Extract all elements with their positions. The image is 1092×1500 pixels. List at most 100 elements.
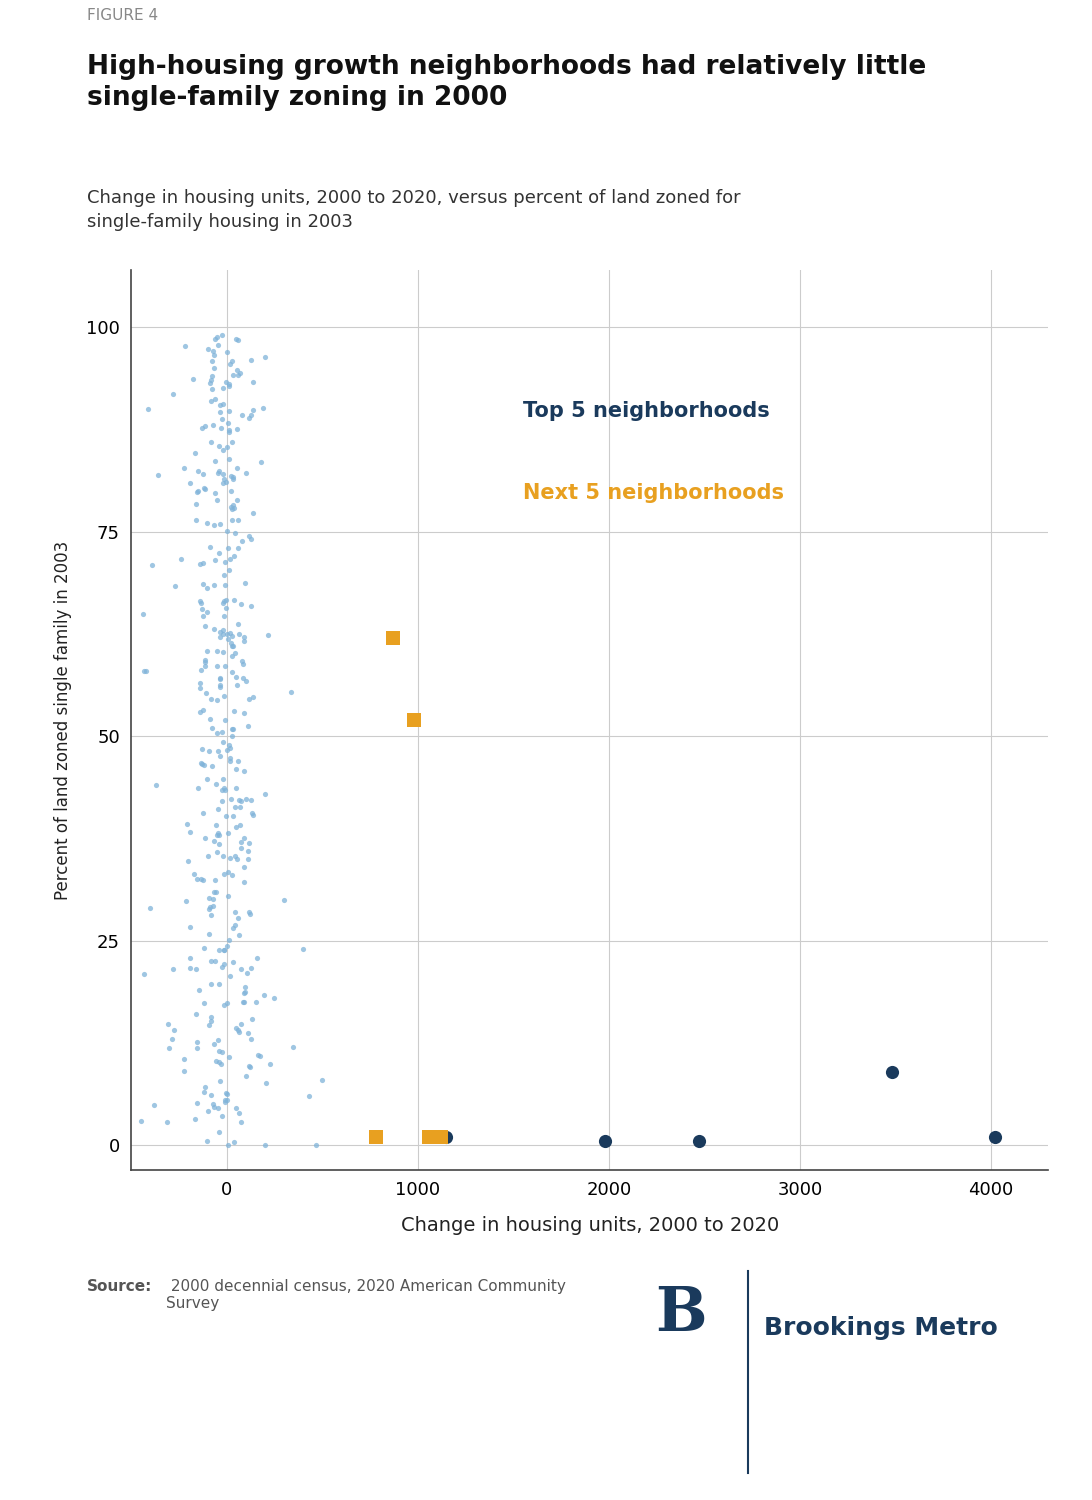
Point <box>214 438 232 462</box>
Text: Change in housing units, 2000 to 2020, versus percent of land zoned for
single-f: Change in housing units, 2000 to 2020, v… <box>87 189 741 231</box>
Point <box>216 1090 234 1114</box>
Point <box>222 735 239 759</box>
Point <box>244 1007 261 1031</box>
Point <box>212 744 229 768</box>
Point <box>261 1053 278 1077</box>
Point <box>198 600 215 624</box>
Point <box>219 821 237 844</box>
Point <box>405 708 423 732</box>
Point <box>211 675 228 699</box>
Point <box>187 1002 204 1026</box>
Point <box>225 495 242 519</box>
Point <box>210 972 227 996</box>
Point <box>199 1100 216 1124</box>
Point <box>252 450 270 474</box>
Point <box>234 648 251 672</box>
Point <box>194 552 212 576</box>
Point <box>235 759 252 783</box>
Point <box>216 550 234 574</box>
Point <box>230 362 248 386</box>
Text: B: B <box>655 1284 707 1344</box>
Point <box>177 890 194 914</box>
Point <box>223 634 240 658</box>
Point <box>206 868 224 892</box>
Point <box>206 448 224 472</box>
Point <box>200 1013 217 1036</box>
Point <box>215 938 233 962</box>
Point <box>236 975 253 999</box>
Point <box>217 596 235 619</box>
Point <box>236 624 253 648</box>
Point <box>230 622 248 646</box>
Point <box>191 672 209 696</box>
Point <box>882 1060 900 1084</box>
Point <box>221 964 238 988</box>
Point <box>218 340 236 364</box>
Point <box>240 1054 258 1078</box>
Point <box>229 509 247 532</box>
Point <box>241 1054 259 1078</box>
Point <box>214 956 232 980</box>
Point <box>258 1071 275 1095</box>
Point <box>215 684 233 708</box>
Point <box>205 830 223 854</box>
Point <box>195 936 213 960</box>
Point <box>228 847 246 871</box>
Point <box>223 788 240 812</box>
Point <box>147 774 165 798</box>
Point <box>218 622 236 646</box>
Point <box>179 849 197 873</box>
Point <box>181 946 199 970</box>
Point <box>206 480 224 504</box>
Point <box>227 327 245 351</box>
Point <box>207 772 225 796</box>
Point <box>215 471 233 495</box>
Point <box>221 372 238 396</box>
Point <box>245 686 262 709</box>
Point <box>242 526 260 550</box>
Point <box>227 1096 245 1120</box>
Point <box>190 480 207 504</box>
Point <box>224 717 241 741</box>
Point <box>241 902 259 926</box>
Point <box>214 376 232 400</box>
Point <box>239 714 257 738</box>
Point <box>230 1020 248 1044</box>
Point <box>224 634 241 658</box>
Point <box>206 327 224 351</box>
Point <box>210 1040 227 1064</box>
Point <box>194 462 212 486</box>
Point <box>234 530 251 554</box>
Point <box>235 990 252 1014</box>
Point <box>226 795 244 819</box>
Point <box>209 1028 226 1051</box>
Text: Brookings Metro: Brookings Metro <box>764 1317 998 1341</box>
Point <box>233 957 250 981</box>
Point <box>141 896 159 920</box>
Point <box>197 614 214 638</box>
Point <box>181 821 199 844</box>
Point <box>240 687 258 711</box>
Point <box>237 788 254 812</box>
Point <box>242 348 260 372</box>
Point <box>214 406 232 430</box>
Point <box>234 404 251 427</box>
Point <box>237 460 254 484</box>
Point <box>197 654 214 678</box>
Point <box>145 1092 163 1116</box>
Point <box>227 776 245 800</box>
Point <box>187 509 204 532</box>
Point <box>204 894 222 918</box>
Point <box>193 417 211 441</box>
Point <box>242 1028 260 1051</box>
Point <box>221 928 238 952</box>
Point <box>235 702 252 726</box>
Point <box>222 478 239 502</box>
Point <box>132 1108 150 1132</box>
Point <box>188 492 205 516</box>
Point <box>210 1120 227 1144</box>
Point <box>438 1125 455 1149</box>
Point <box>202 536 219 560</box>
Point <box>200 738 217 762</box>
Point <box>214 844 232 868</box>
